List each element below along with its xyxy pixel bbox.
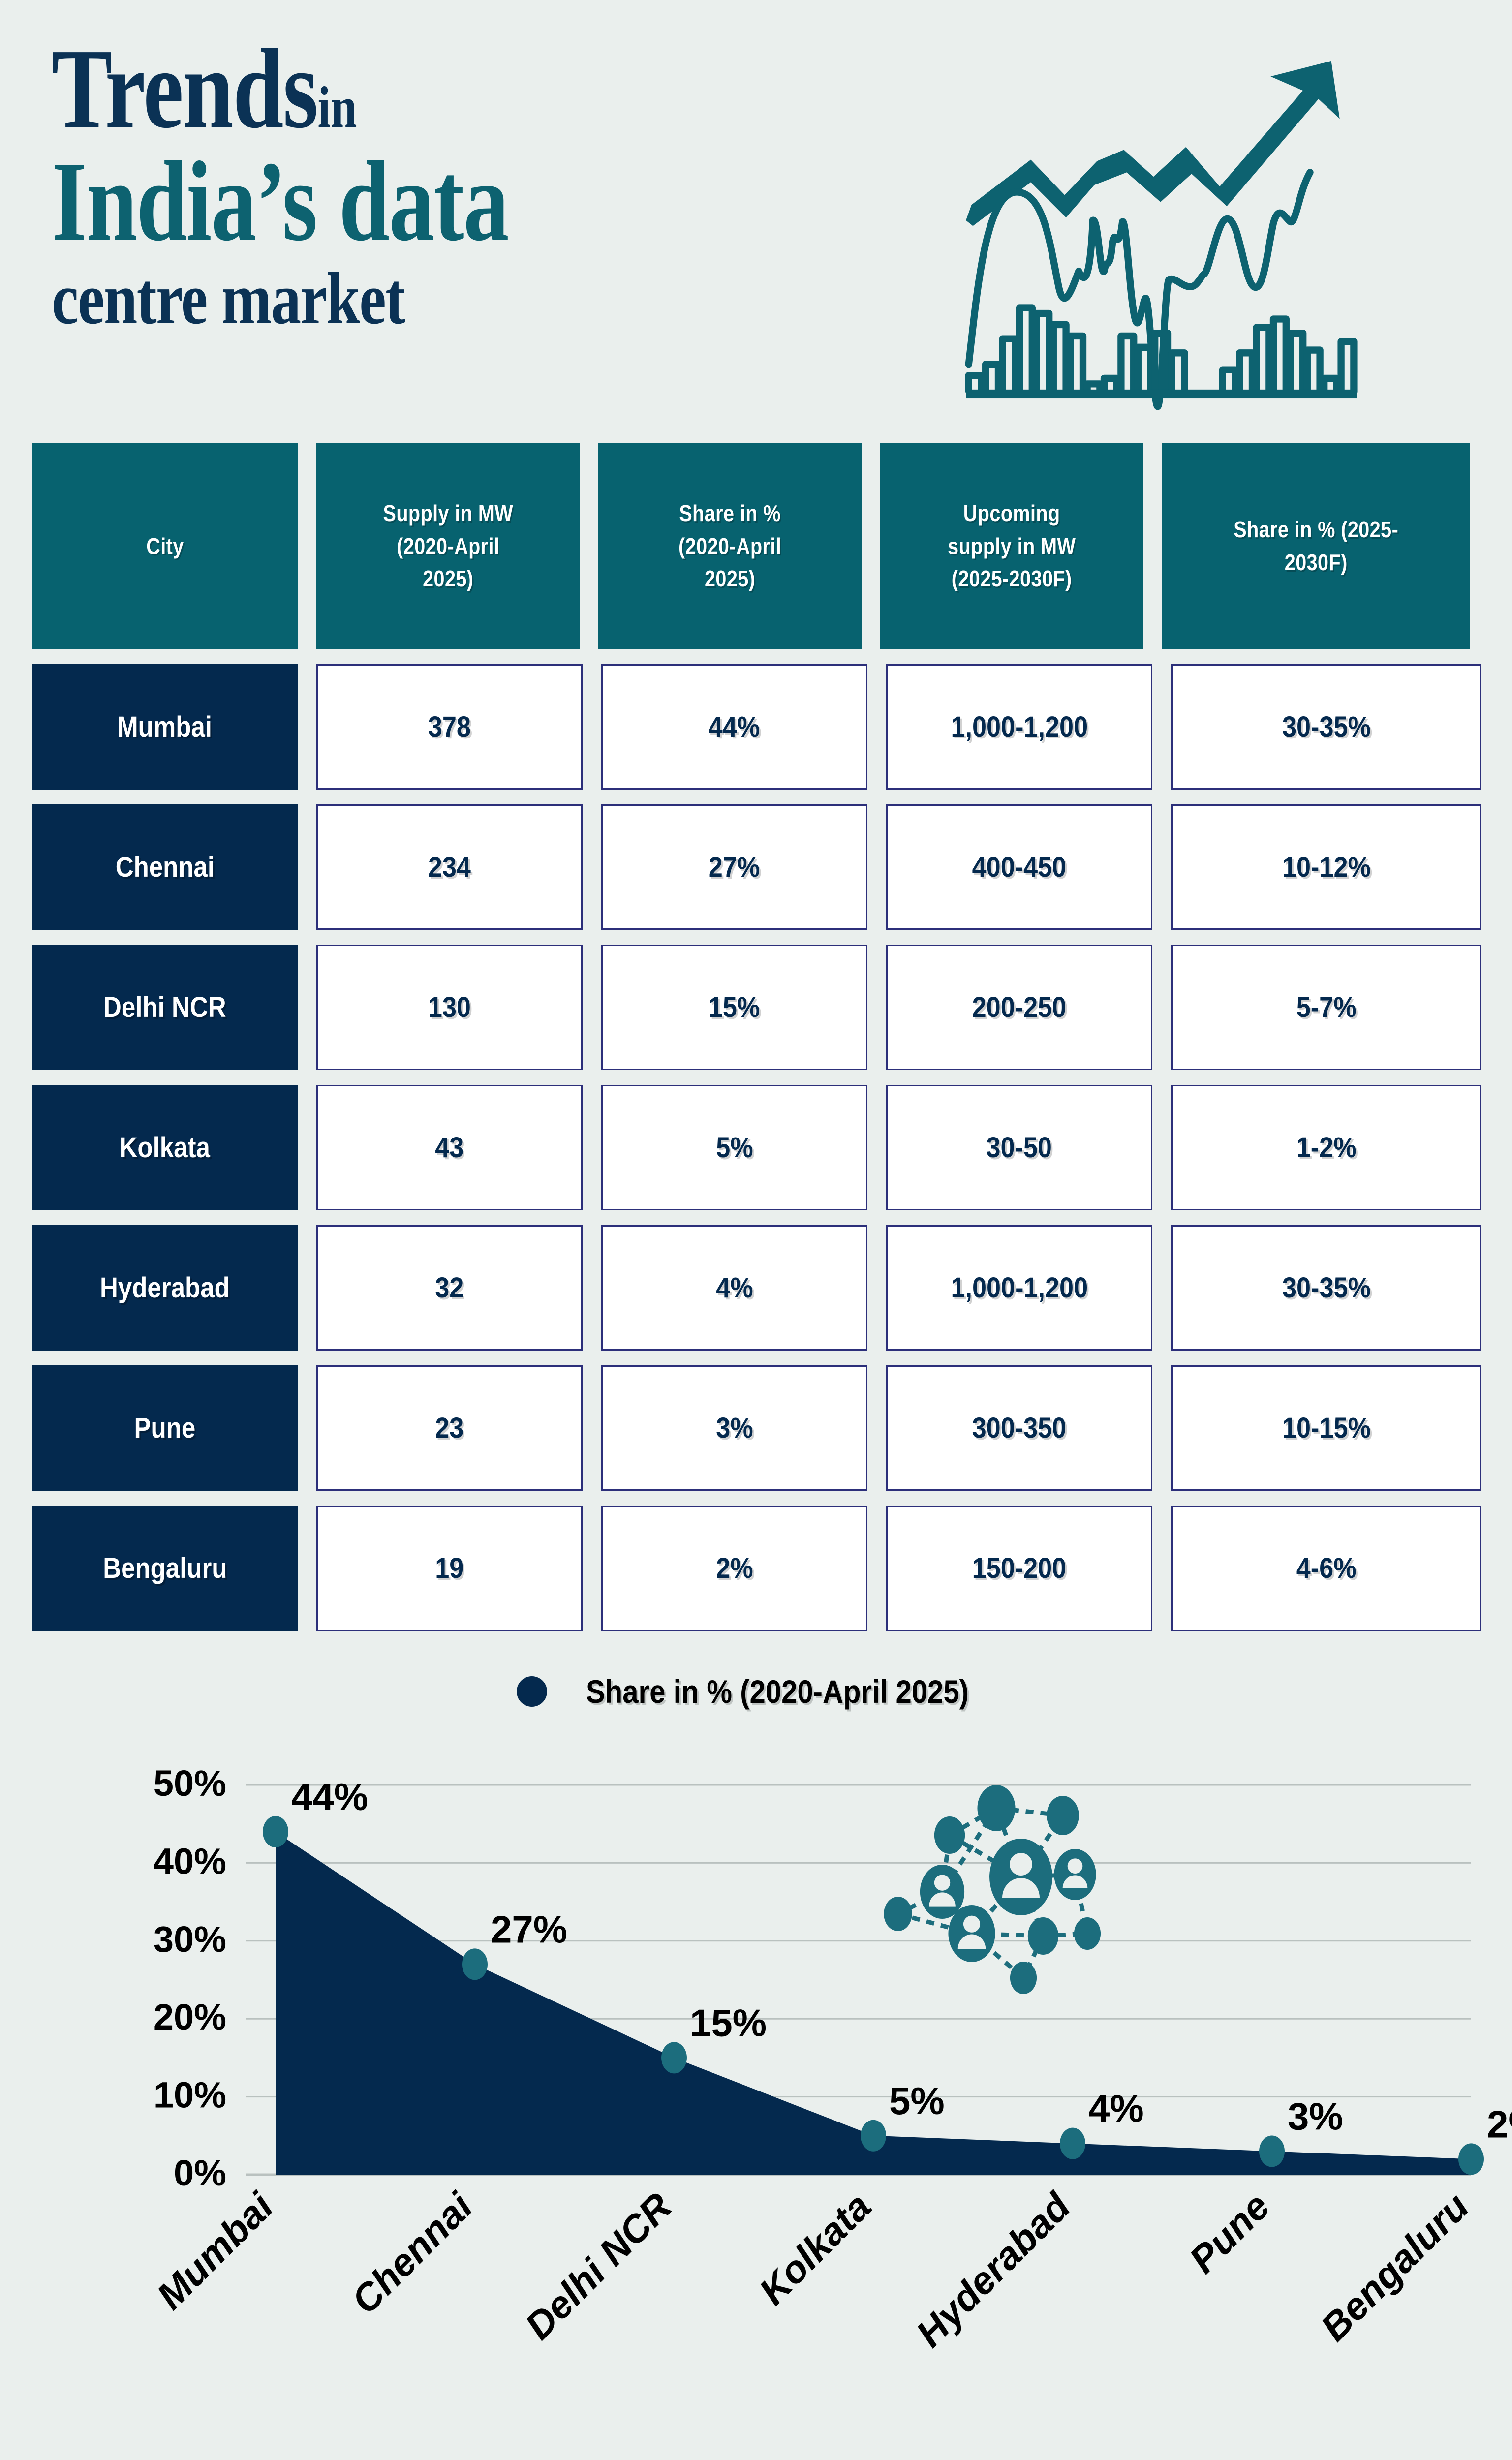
table-row: Mumbai 378 44% 1,000-1,200 30-35%	[32, 664, 1481, 790]
cell-upcoming-mw: 150-200	[886, 1506, 1152, 1631]
table-row: Bengaluru 19 2% 150-200 4-6%	[32, 1506, 1481, 1631]
title-line-3: centre market	[52, 258, 405, 340]
data-point-marker	[1259, 2135, 1285, 2167]
y-axis-tick-label: 30%	[154, 1919, 226, 1960]
row-city: Mumbai	[32, 664, 298, 790]
y-axis-tick-label: 10%	[154, 2075, 226, 2116]
legend-label: Share in % (2020-April 2025)	[586, 1673, 969, 1710]
people-network-icon	[884, 1785, 1101, 1994]
area-chart: 50% 40% 30% 20% 10% 0% 44% 27% 15% 5% 4% 3% 2% Mumbai…	[0, 1742, 1512, 2430]
x-axis-tick-label: Kolkata	[751, 2184, 879, 2313]
cell-share-pct: 27%	[601, 804, 867, 930]
cell-upcoming-share: 30-35%	[1171, 664, 1481, 790]
cell-upcoming-mw: 1,000-1,200	[886, 664, 1152, 790]
cell-upcoming-share: 5-7%	[1171, 945, 1481, 1070]
cell-supply-mw: 130	[316, 945, 583, 1070]
data-point-label: 3%	[1288, 2094, 1343, 2138]
row-city: Bengaluru	[32, 1506, 298, 1631]
cell-upcoming-share: 1-2%	[1171, 1085, 1481, 1210]
cell-upcoming-mw: 1,000-1,200	[886, 1225, 1152, 1351]
y-axis-tick-label: 20%	[154, 1997, 226, 2037]
header: Trendsin India’s data centre market	[0, 0, 1512, 433]
x-axis-tick-label: Pune	[1181, 2184, 1278, 2281]
column-header-share-pct: Share in % (2020-April 2025)	[598, 443, 862, 649]
y-axis-tick-label: 0%	[174, 2152, 226, 2193]
cell-supply-mw: 378	[316, 664, 583, 790]
x-axis-tick-label: Hyderabad	[908, 2184, 1079, 2355]
table-row: Kolkata 43 5% 30-50 1-2%	[32, 1085, 1481, 1210]
trend-arrow-chart-icon	[935, 37, 1358, 411]
x-axis-tick-label: Mumbai	[148, 2184, 282, 2318]
y-axis-tick-label: 50%	[154, 1763, 226, 1804]
cell-upcoming-mw: 30-50	[886, 1085, 1152, 1210]
data-point-label: 44%	[291, 1775, 368, 1818]
row-city: Kolkata	[32, 1085, 298, 1210]
data-point-label: 15%	[690, 2001, 767, 2044]
y-axis-tick-label: 40%	[154, 1841, 226, 1881]
data-table: City Supply in MW (2020-April 2025) Share …	[32, 443, 1481, 1646]
cell-upcoming-mw: 400-450	[886, 804, 1152, 930]
title-word-in: in	[317, 74, 357, 140]
data-point-label: 5%	[889, 2079, 945, 2122]
column-header-supply-mw: Supply in MW (2020-April 2025)	[316, 443, 580, 649]
cell-supply-mw: 32	[316, 1225, 583, 1351]
title-main-word: Trends	[52, 26, 318, 152]
data-point-marker	[861, 2120, 886, 2152]
area-series-fill	[276, 1832, 1471, 2175]
cell-share-pct: 5%	[601, 1085, 867, 1210]
cell-upcoming-share: 10-15%	[1171, 1365, 1481, 1491]
x-axis-tick-label: Delhi NCR	[517, 2184, 680, 2348]
column-header-city: City	[32, 443, 298, 649]
cell-supply-mw: 23	[316, 1365, 583, 1491]
cell-upcoming-mw: 300-350	[886, 1365, 1152, 1491]
cell-upcoming-share: 4-6%	[1171, 1506, 1481, 1631]
column-header-upcoming-supply: Upcoming supply in MW (2025-2030F)	[880, 443, 1143, 649]
column-header-upcoming-share: Share in % (2025- 2030F)	[1162, 443, 1470, 649]
table-header-row: City Supply in MW (2020-April 2025) Share …	[32, 443, 1481, 649]
data-point-marker	[462, 1948, 488, 1980]
data-point-label: 2%	[1487, 2102, 1512, 2146]
row-city: Hyderabad	[32, 1225, 298, 1351]
data-point-marker	[1060, 2127, 1085, 2159]
x-axis-tick-label: Chennai	[343, 2184, 481, 2322]
cell-share-pct: 2%	[601, 1506, 867, 1631]
cell-supply-mw: 234	[316, 804, 583, 930]
table-row: Delhi NCR 130 15% 200-250 5-7%	[32, 945, 1481, 1070]
legend-marker-icon	[517, 1676, 548, 1707]
cell-upcoming-share: 10-12%	[1171, 804, 1481, 930]
cell-share-pct: 15%	[601, 945, 867, 1070]
cell-share-pct: 3%	[601, 1365, 867, 1491]
x-axis-tick-label: Bengaluru	[1312, 2184, 1477, 2349]
data-point-marker	[1458, 2143, 1484, 2175]
title-line-2: India’s data	[52, 138, 509, 265]
cell-upcoming-mw: 200-250	[886, 945, 1152, 1070]
data-point-marker	[263, 1816, 288, 1848]
data-point-label: 27%	[491, 1907, 567, 1951]
data-point-marker	[661, 2042, 687, 2074]
cell-share-pct: 44%	[601, 664, 867, 790]
row-city: Chennai	[32, 804, 298, 930]
row-city: Pune	[32, 1365, 298, 1491]
data-point-label: 4%	[1088, 2087, 1144, 2130]
cell-share-pct: 4%	[601, 1225, 867, 1351]
cell-supply-mw: 19	[316, 1506, 583, 1631]
title-line-1: Trendsin	[52, 32, 760, 146]
table-row: Chennai 234 27% 400-450 10-12%	[32, 804, 1481, 930]
cell-upcoming-share: 30-35%	[1171, 1225, 1481, 1351]
row-city: Delhi NCR	[32, 945, 298, 1070]
cell-supply-mw: 43	[316, 1085, 583, 1210]
chart-legend: Share in % (2020-April 2025)	[0, 1673, 1512, 1710]
table-row: Pune 23 3% 300-350 10-15%	[32, 1365, 1481, 1491]
table-row: Hyderabad 32 4% 1,000-1,200 30-35%	[32, 1225, 1481, 1351]
page-title: Trendsin India’s data centre market	[52, 32, 937, 340]
